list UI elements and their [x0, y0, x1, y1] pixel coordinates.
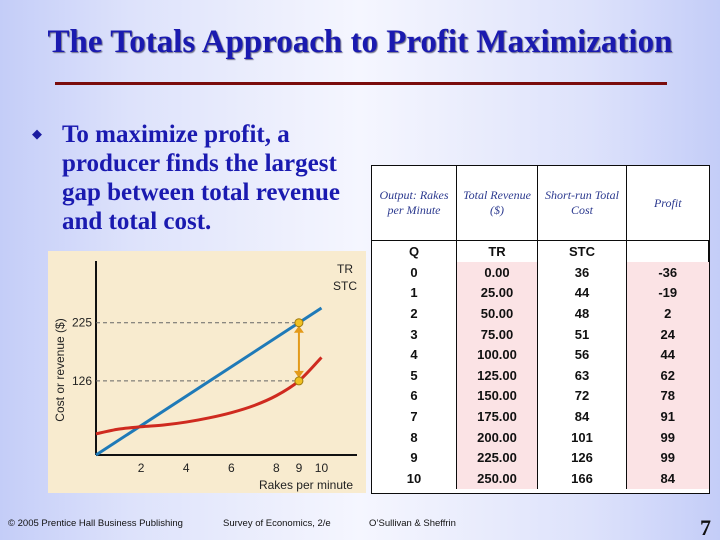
table-row: 9 225.00 126 99 [372, 447, 709, 468]
table-row: 2 50.00 48 2 [372, 303, 709, 324]
cell-stc: 44 [537, 282, 627, 304]
header-short-run-total-cost: Short-run Total Cost [537, 166, 627, 241]
cell-q: 3 [372, 323, 457, 345]
cell-profit: 99 [626, 426, 709, 448]
cell-profit: 84 [626, 467, 709, 489]
cell-profit: 62 [626, 364, 709, 386]
cell-tr: 125.00 [456, 364, 538, 386]
cell-tr: 50.00 [456, 303, 538, 324]
arrowhead-down [293, 370, 304, 378]
cell-profit: -36 [626, 262, 709, 283]
x-tick-label: 4 [183, 461, 190, 475]
footer-book: Survey of Economics, 2/e [223, 518, 331, 529]
table-row: 8 200.00 101 99 [372, 426, 709, 448]
series-label-tr: TR [337, 262, 353, 276]
table-row: 0 0.00 36 -36 [372, 262, 709, 283]
cell-q: 5 [372, 364, 457, 386]
cell-profit: 99 [626, 447, 709, 468]
cell-q: 4 [372, 344, 457, 365]
cell-tr: 150.00 [456, 385, 538, 407]
cell-tr: 250.00 [456, 467, 538, 489]
cell-tr: 0.00 [456, 262, 538, 283]
abbr-profit [626, 240, 709, 262]
x-tick-label: 8 [273, 461, 280, 475]
bullet-icon: ◆ [32, 126, 42, 141]
cell-profit: 2 [626, 303, 709, 324]
table-row: 6 150.00 72 78 [372, 385, 709, 407]
x-tick-label: 2 [138, 461, 145, 475]
x-axis-label: Rakes per minute [259, 478, 353, 492]
cell-q: 1 [372, 282, 457, 304]
page-number: 7 [700, 515, 711, 540]
abbr-q: Q [372, 240, 457, 262]
footer-publisher: © 2005 Prentice Hall Business Publishing [8, 518, 183, 529]
header-profit: Profit [626, 166, 709, 241]
cell-q: 7 [372, 406, 457, 427]
cell-stc: 166 [537, 467, 627, 489]
table-header-row: Output: Rakes per Minute Total Revenue (… [372, 166, 709, 241]
cell-profit: 24 [626, 323, 709, 345]
tr-point-9 [294, 318, 304, 328]
cell-profit: -19 [626, 282, 709, 304]
series-line-tr [95, 306, 323, 457]
cell-stc: 101 [537, 426, 627, 448]
y-tick-label: 225 [72, 316, 92, 330]
title-underline [55, 82, 667, 85]
cell-stc: 126 [537, 447, 627, 468]
table-abbr-row: Q TR STC [372, 240, 709, 262]
cell-q: 6 [372, 385, 457, 407]
cell-stc: 72 [537, 385, 627, 407]
cell-q: 9 [372, 447, 457, 468]
cell-profit: 91 [626, 406, 709, 427]
series-label-stc: STC [333, 279, 357, 293]
table-row: 5 125.00 63 62 [372, 364, 709, 386]
arrowhead-up [293, 325, 304, 333]
cell-q: 8 [372, 426, 457, 448]
cell-tr: 100.00 [456, 344, 538, 365]
cell-stc: 63 [537, 364, 627, 386]
y-axis-label: Cost or revenue ($) [53, 318, 67, 421]
table-row: 1 25.00 44 -19 [372, 282, 709, 304]
cell-tr: 75.00 [456, 323, 538, 345]
cell-stc: 84 [537, 406, 627, 427]
profit-chart: 126 225 2 4 6 8 9 10 TR STC Rakes per minute Cost o… [48, 251, 366, 493]
cell-stc: 56 [537, 344, 627, 365]
table-row: 3 75.00 51 24 [372, 323, 709, 345]
cell-profit: 44 [626, 344, 709, 365]
footer-authors: O’Sullivan & Sheffrin [369, 518, 456, 529]
cell-tr: 200.00 [456, 426, 538, 448]
stc-point-9 [294, 376, 304, 386]
cell-stc: 51 [537, 323, 627, 345]
cell-q: 10 [372, 467, 457, 489]
y-tick-label: 126 [72, 374, 92, 388]
cell-tr: 175.00 [456, 406, 538, 427]
cell-q: 2 [372, 303, 457, 324]
profit-table: Output: Rakes per Minute Total Revenue (… [371, 165, 710, 494]
table-row: 10 250.00 166 84 [372, 467, 709, 489]
x-tick-label: 9 [296, 461, 303, 475]
abbr-tr: TR [456, 240, 538, 262]
cell-tr: 25.00 [456, 282, 538, 304]
x-tick-label: 6 [228, 461, 235, 475]
cell-tr: 225.00 [456, 447, 538, 468]
header-total-revenue: Total Revenue ($) [456, 166, 538, 241]
cell-profit: 78 [626, 385, 709, 407]
slide-title: The Totals Approach to Profit Maximizati… [47, 24, 673, 60]
series-line-stc [95, 356, 323, 436]
bullet-text: To maximize profit, a producer finds the… [62, 121, 340, 235]
table-row: 7 175.00 84 91 [372, 406, 709, 427]
x-tick-label: 10 [315, 461, 329, 475]
header-output: Output: Rakes per Minute [372, 166, 457, 241]
cell-stc: 48 [537, 303, 627, 324]
cell-q: 0 [372, 262, 457, 283]
profit-chart-svg: 126 225 2 4 6 8 9 10 TR STC Rakes per minute Cost o… [53, 261, 357, 492]
abbr-stc: STC [537, 240, 627, 262]
cell-stc: 36 [537, 262, 627, 283]
table-row: 4 100.00 56 44 [372, 344, 709, 365]
